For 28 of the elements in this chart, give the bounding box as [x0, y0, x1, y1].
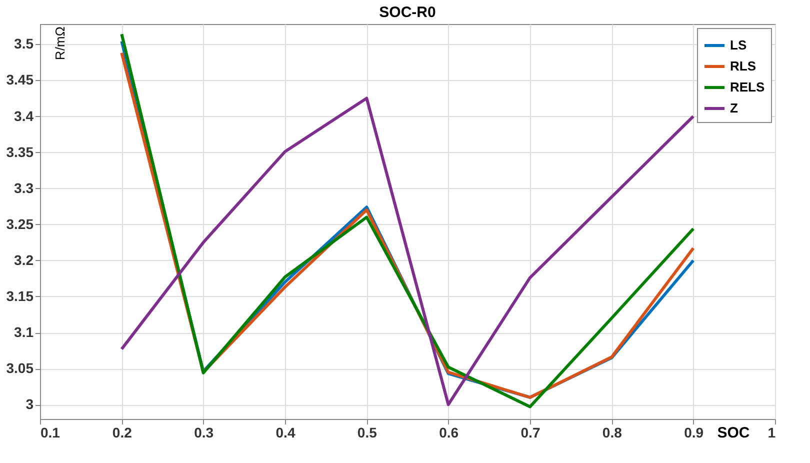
x-tick-label: 0.6 — [439, 424, 459, 440]
y-tick-label: 3.15 — [6, 288, 34, 304]
x-tick-label: 1 — [768, 424, 776, 440]
x-tick-label: 0.3 — [194, 424, 214, 440]
x-tick-label: 0.1 — [40, 424, 60, 440]
y-tick-label: 3.35 — [6, 144, 34, 160]
y-tick-label: 3.45 — [6, 72, 34, 88]
x-tick-label: 0.4 — [276, 424, 296, 440]
y-tick-label: 3.1 — [14, 324, 34, 340]
y-tick-label: 3 — [26, 396, 34, 412]
y-tick-label: 3.05 — [6, 360, 34, 376]
legend-label: LS — [730, 38, 747, 52]
x-tick-label: 0.5 — [357, 424, 378, 440]
y-axis-title: R/mΩ — [52, 26, 68, 60]
y-tick-label: 3.4 — [14, 108, 34, 124]
x-tick-label: 0.7 — [520, 424, 540, 440]
y-tick-label: 3.5 — [14, 36, 34, 52]
x-axis-title: SOC — [717, 424, 750, 442]
legend-label: RELS — [730, 80, 765, 94]
legend-label: RLS — [730, 58, 756, 74]
y-tick-label: 3.25 — [6, 216, 34, 232]
x-tick-label: 0.2 — [112, 424, 132, 440]
legend-label: Z — [730, 100, 738, 116]
y-tick-label: 3.2 — [14, 252, 34, 268]
x-tick-label: 0.9 — [684, 424, 704, 440]
y-tick-label: 3.3 — [14, 180, 34, 196]
chart-title: SOC-R0 — [379, 4, 436, 21]
x-tick-label: 0.8 — [602, 424, 622, 440]
